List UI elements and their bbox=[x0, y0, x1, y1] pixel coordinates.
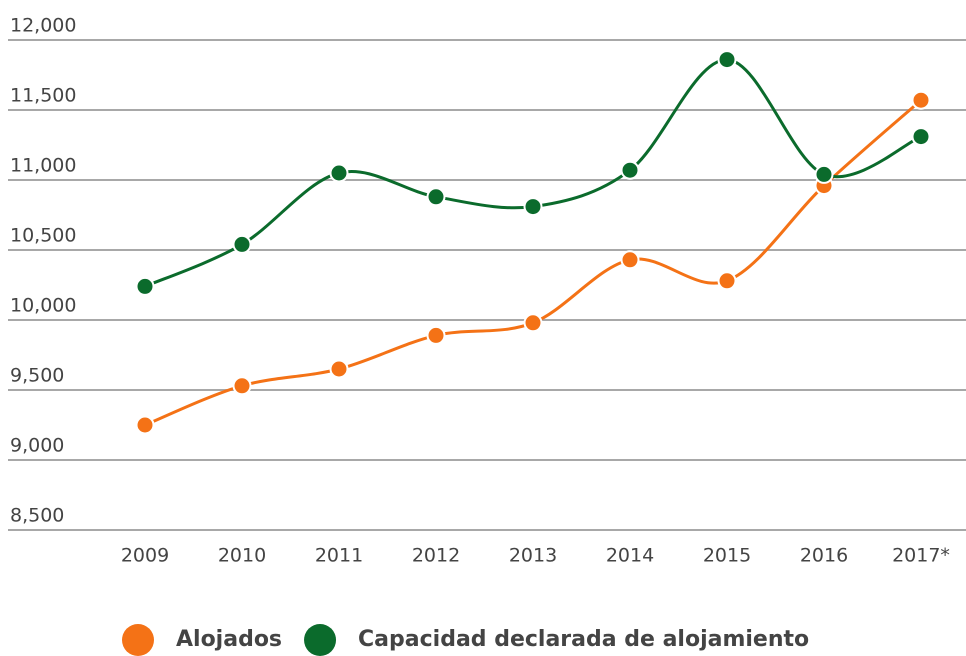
point bbox=[911, 90, 931, 110]
point bbox=[329, 163, 349, 183]
series-line bbox=[144, 99, 922, 427]
x-tick-label: 2016 bbox=[800, 545, 848, 567]
point bbox=[523, 197, 543, 217]
point bbox=[232, 234, 252, 254]
x-tick-label: 2012 bbox=[412, 545, 460, 567]
x-tick-label: 2015 bbox=[703, 545, 751, 567]
y-tick-label: 11,500 bbox=[10, 85, 76, 107]
series-line bbox=[144, 58, 922, 288]
y-tick-label: 9,500 bbox=[10, 365, 64, 387]
point bbox=[717, 271, 737, 291]
point bbox=[911, 127, 931, 147]
point bbox=[232, 376, 252, 396]
point bbox=[814, 164, 834, 184]
y-tick-label: 12,000 bbox=[10, 15, 76, 37]
point bbox=[717, 50, 737, 70]
y-tick-label: 8,500 bbox=[10, 505, 64, 527]
y-tick-label: 11,000 bbox=[10, 155, 76, 177]
legend-label: Alojados bbox=[176, 627, 282, 652]
point bbox=[426, 325, 446, 345]
point bbox=[135, 276, 155, 296]
x-tick-label: 2010 bbox=[218, 545, 266, 567]
legend-swatch bbox=[304, 624, 337, 656]
point bbox=[620, 250, 640, 270]
point bbox=[426, 187, 446, 207]
y-tick-label: 10,000 bbox=[10, 295, 76, 317]
x-tick-label: 2009 bbox=[121, 545, 169, 567]
point bbox=[523, 313, 543, 333]
x-tick-label: 2017* bbox=[892, 545, 950, 567]
point bbox=[329, 359, 349, 379]
x-tick-label: 2011 bbox=[315, 545, 363, 567]
point bbox=[620, 160, 640, 180]
x-tick-label: 2013 bbox=[509, 545, 557, 567]
x-tick-label: 2014 bbox=[606, 545, 654, 567]
y-tick-label: 10,500 bbox=[10, 225, 76, 247]
legend-label: Capacidad declarada de alojamiento bbox=[358, 627, 809, 652]
point bbox=[135, 415, 155, 435]
y-tick-label: 9,000 bbox=[10, 435, 64, 457]
legend-swatch bbox=[122, 624, 154, 656]
